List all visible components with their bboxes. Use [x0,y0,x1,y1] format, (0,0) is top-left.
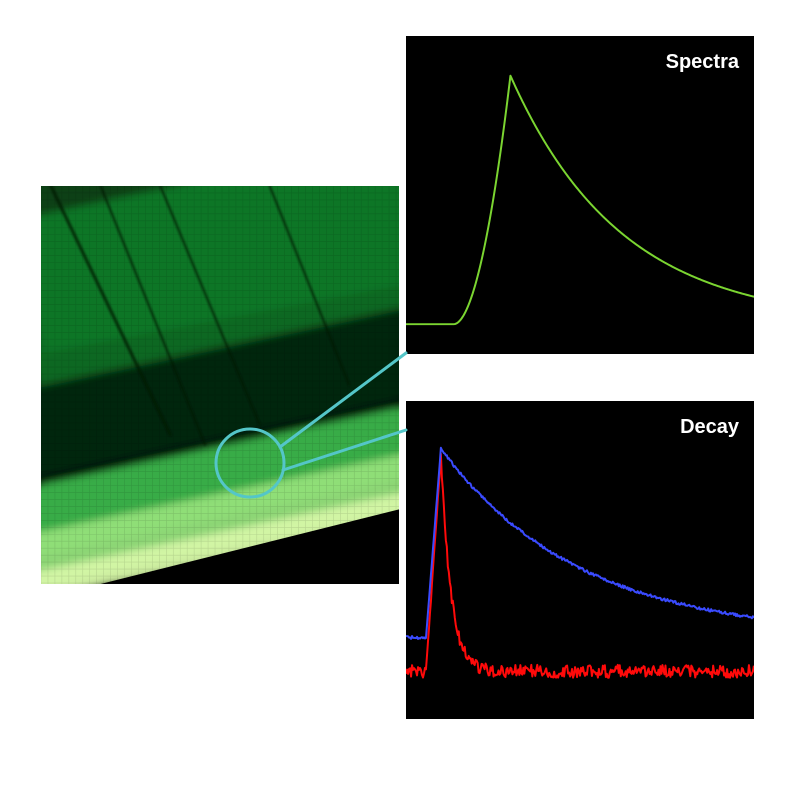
microscopy-image-panel [40,185,400,585]
spectra-label: Spectra [666,51,739,74]
decay-chart-panel: Decay [405,400,755,720]
figure-canvas: Spectra Decay [0,0,793,800]
spectra-chart [406,36,754,354]
microscopy-image [41,186,399,584]
decay-label: Decay [680,416,739,439]
decay-chart [406,401,754,719]
spectra-chart-panel: Spectra [405,35,755,355]
